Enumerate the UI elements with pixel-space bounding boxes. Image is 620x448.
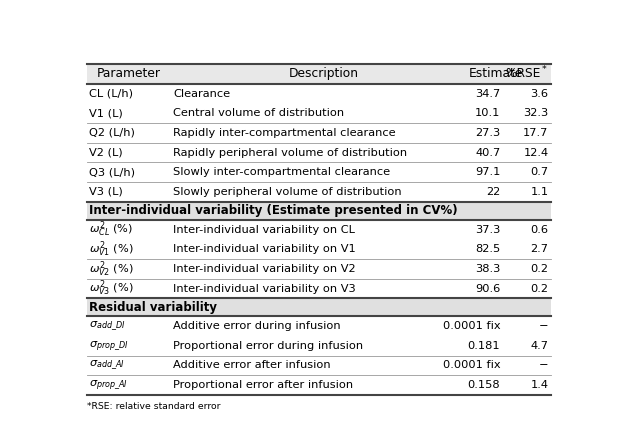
Text: Rapidly inter-compartmental clearance: Rapidly inter-compartmental clearance (173, 128, 396, 138)
Text: %RSE: %RSE (506, 68, 541, 81)
Bar (87, 202, 551, 220)
Text: 0.6: 0.6 (530, 224, 548, 234)
Text: 82.5: 82.5 (475, 244, 500, 254)
Text: Slowly inter-compartmental clearance: Slowly inter-compartmental clearance (173, 167, 390, 177)
Text: $\sigma_{prop\_AI}$: $\sigma_{prop\_AI}$ (89, 378, 128, 392)
Text: Inter-individual variability on V1: Inter-individual variability on V1 (173, 244, 356, 254)
Text: 0.0001 fix: 0.0001 fix (443, 361, 500, 370)
Text: 0.7: 0.7 (530, 167, 548, 177)
Text: 40.7: 40.7 (475, 147, 500, 158)
Text: 10.1: 10.1 (475, 108, 500, 118)
Text: Inter-individual variability on CL: Inter-individual variability on CL (173, 224, 355, 234)
Text: Inter-individual variability (Estimate presented in CV%): Inter-individual variability (Estimate p… (89, 204, 458, 217)
Text: 37.3: 37.3 (475, 224, 500, 234)
Text: Inter-individual variability on V3: Inter-individual variability on V3 (173, 284, 356, 293)
Text: Residual variability: Residual variability (89, 301, 217, 314)
Text: Proportional error after infusion: Proportional error after infusion (173, 380, 353, 390)
Text: 22: 22 (486, 187, 500, 197)
Text: CL (L/h): CL (L/h) (89, 89, 133, 99)
Text: $\omega^2_{V2}$ (%): $\omega^2_{V2}$ (%) (89, 259, 134, 279)
Text: Parameter: Parameter (97, 68, 161, 81)
Text: 2.7: 2.7 (530, 244, 548, 254)
Text: Inter-individual variability on V2: Inter-individual variability on V2 (173, 264, 356, 274)
Text: 34.7: 34.7 (475, 89, 500, 99)
Text: 1.1: 1.1 (530, 187, 548, 197)
Text: −: − (539, 361, 548, 370)
Text: Additive error during infusion: Additive error during infusion (173, 321, 341, 331)
Text: Q2 (L/h): Q2 (L/h) (89, 128, 135, 138)
Text: 0.2: 0.2 (530, 284, 548, 293)
Text: $\sigma_{add\_DI}$: $\sigma_{add\_DI}$ (89, 319, 125, 333)
Text: Additive error after infusion: Additive error after infusion (173, 361, 330, 370)
Text: $\omega^2_{V3}$ (%): $\omega^2_{V3}$ (%) (89, 279, 134, 298)
Text: V2 (L): V2 (L) (89, 147, 123, 158)
Text: Central volume of distribution: Central volume of distribution (173, 108, 344, 118)
Text: 0.158: 0.158 (467, 380, 500, 390)
Text: *RSE: relative standard error: *RSE: relative standard error (87, 402, 221, 411)
Text: V3 (L): V3 (L) (89, 187, 123, 197)
Text: Clearance: Clearance (173, 89, 230, 99)
Text: Q3 (L/h): Q3 (L/h) (89, 167, 135, 177)
Text: 3.6: 3.6 (530, 89, 548, 99)
Text: 90.6: 90.6 (475, 284, 500, 293)
Text: $\omega^2_{CL}$ (%): $\omega^2_{CL}$ (%) (89, 220, 133, 239)
Text: 17.7: 17.7 (523, 128, 548, 138)
Bar (87, 64, 551, 84)
Text: Rapidly peripheral volume of distribution: Rapidly peripheral volume of distributio… (173, 147, 407, 158)
Text: $\sigma_{add\_AI}$: $\sigma_{add\_AI}$ (89, 359, 125, 372)
Text: $\sigma_{prop\_DI}$: $\sigma_{prop\_DI}$ (89, 339, 129, 353)
Text: 0.181: 0.181 (467, 341, 500, 351)
Text: $\omega^2_{V1}$ (%): $\omega^2_{V1}$ (%) (89, 239, 134, 259)
Text: 38.3: 38.3 (475, 264, 500, 274)
Text: 32.3: 32.3 (523, 108, 548, 118)
Text: Proportional error during infusion: Proportional error during infusion (173, 341, 363, 351)
Text: *: * (542, 65, 546, 74)
Text: 4.7: 4.7 (530, 341, 548, 351)
Text: Slowly peripheral volume of distribution: Slowly peripheral volume of distribution (173, 187, 402, 197)
Text: 12.4: 12.4 (523, 147, 548, 158)
Bar (87, 298, 551, 316)
Text: V1 (L): V1 (L) (89, 108, 123, 118)
Text: 0.0001 fix: 0.0001 fix (443, 321, 500, 331)
Text: Description: Description (289, 68, 359, 81)
Text: −: − (539, 321, 548, 331)
Text: 27.3: 27.3 (475, 128, 500, 138)
Text: 97.1: 97.1 (475, 167, 500, 177)
Text: 1.4: 1.4 (530, 380, 548, 390)
Text: 0.2: 0.2 (530, 264, 548, 274)
Text: Estimate: Estimate (468, 68, 523, 81)
